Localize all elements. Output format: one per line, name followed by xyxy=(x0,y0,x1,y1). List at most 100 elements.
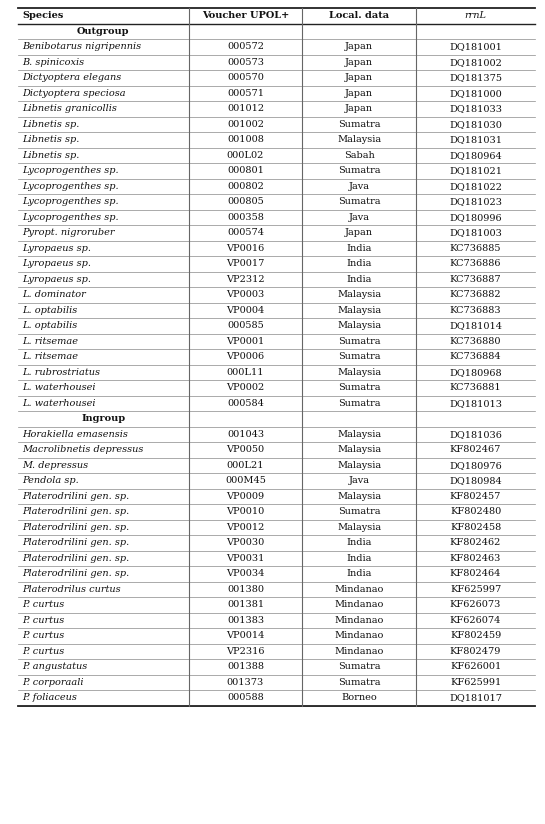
Text: Pyropt. nigroruber: Pyropt. nigroruber xyxy=(22,228,114,237)
Text: KF802463: KF802463 xyxy=(450,554,501,563)
Text: Java: Java xyxy=(349,213,370,222)
Text: VP0012: VP0012 xyxy=(226,522,265,531)
Text: India: India xyxy=(347,554,372,563)
Text: Borneo: Borneo xyxy=(341,693,377,702)
Text: DQ181036: DQ181036 xyxy=(449,430,502,438)
Text: VP0017: VP0017 xyxy=(226,260,265,269)
Text: Mindanao: Mindanao xyxy=(335,600,384,609)
Text: Horakiella emasensis: Horakiella emasensis xyxy=(22,430,128,438)
Text: DQ180996: DQ180996 xyxy=(449,213,502,222)
Text: Mindanao: Mindanao xyxy=(335,647,384,656)
Text: Dictyoptera elegans: Dictyoptera elegans xyxy=(22,73,121,82)
Text: DQ181022: DQ181022 xyxy=(449,182,502,190)
Text: KC736880: KC736880 xyxy=(450,337,501,346)
Text: 001008: 001008 xyxy=(227,135,264,144)
Text: VP0010: VP0010 xyxy=(226,508,265,517)
Text: Java: Java xyxy=(349,476,370,485)
Text: Malaysia: Malaysia xyxy=(337,492,382,501)
Text: L. dominator: L. dominator xyxy=(22,290,86,299)
Text: KC736885: KC736885 xyxy=(450,244,501,253)
Text: Libnetis sp.: Libnetis sp. xyxy=(22,151,80,160)
Text: L. ritsemae: L. ritsemae xyxy=(22,337,78,346)
Text: P. curtus: P. curtus xyxy=(22,616,64,625)
Text: Sumatra: Sumatra xyxy=(338,166,380,176)
Text: Sabah: Sabah xyxy=(344,151,374,160)
Text: Malaysia: Malaysia xyxy=(337,461,382,470)
Text: L. waterhousei: L. waterhousei xyxy=(22,383,95,392)
Text: VP0050: VP0050 xyxy=(226,445,264,454)
Text: Malaysia: Malaysia xyxy=(337,306,382,315)
Text: Lyropaeus sp.: Lyropaeus sp. xyxy=(22,260,91,269)
Text: KF802479: KF802479 xyxy=(450,647,501,656)
Text: VP0003: VP0003 xyxy=(226,290,265,299)
Text: Benibotarus nigripennis: Benibotarus nigripennis xyxy=(22,42,141,51)
Text: Pendola sp.: Pendola sp. xyxy=(22,476,78,485)
Text: VP0004: VP0004 xyxy=(226,306,265,315)
Text: Malaysia: Malaysia xyxy=(337,321,382,330)
Text: VP2312: VP2312 xyxy=(226,274,265,283)
Text: Voucher UPOL+: Voucher UPOL+ xyxy=(202,12,289,21)
Text: 001380: 001380 xyxy=(227,585,264,594)
Text: Lycoprogenthes sp.: Lycoprogenthes sp. xyxy=(22,166,119,176)
Text: P. curtus: P. curtus xyxy=(22,600,64,609)
Text: VP0031: VP0031 xyxy=(226,554,265,563)
Text: Sumatra: Sumatra xyxy=(338,662,380,672)
Text: Ingroup: Ingroup xyxy=(81,414,125,424)
Text: Java: Java xyxy=(349,182,370,190)
Text: rrnL: rrnL xyxy=(464,12,487,21)
Text: 000L21: 000L21 xyxy=(227,461,264,470)
Text: DQ181014: DQ181014 xyxy=(449,321,502,330)
Text: Platerodrilini gen. sp.: Platerodrilini gen. sp. xyxy=(22,492,129,501)
Text: Libnetis sp.: Libnetis sp. xyxy=(22,119,80,129)
Text: Macrolibnetis depressus: Macrolibnetis depressus xyxy=(22,445,143,454)
Text: Platerodrilini gen. sp.: Platerodrilini gen. sp. xyxy=(22,569,129,578)
Text: VP0034: VP0034 xyxy=(226,569,265,578)
Text: KF626074: KF626074 xyxy=(450,616,501,625)
Text: 000572: 000572 xyxy=(227,42,264,51)
Text: DQ181030: DQ181030 xyxy=(449,119,502,129)
Text: India: India xyxy=(347,538,372,547)
Text: India: India xyxy=(347,274,372,283)
Text: Mindanao: Mindanao xyxy=(335,585,384,594)
Text: India: India xyxy=(347,569,372,578)
Text: 000L02: 000L02 xyxy=(227,151,264,160)
Text: KF802462: KF802462 xyxy=(450,538,501,547)
Text: KF625991: KF625991 xyxy=(450,678,501,686)
Text: Sumatra: Sumatra xyxy=(338,399,380,408)
Text: Sumatra: Sumatra xyxy=(338,352,380,361)
Text: Local. data: Local. data xyxy=(329,12,389,21)
Text: KF802467: KF802467 xyxy=(450,445,501,454)
Text: KF802480: KF802480 xyxy=(450,508,501,517)
Text: KF802459: KF802459 xyxy=(450,631,501,640)
Text: Platerodrilus curtus: Platerodrilus curtus xyxy=(22,585,120,594)
Text: Japan: Japan xyxy=(345,42,373,51)
Text: KC736882: KC736882 xyxy=(450,290,501,299)
Text: Lycoprogenthes sp.: Lycoprogenthes sp. xyxy=(22,182,119,190)
Text: Lycoprogenthes sp.: Lycoprogenthes sp. xyxy=(22,213,119,222)
Text: 000805: 000805 xyxy=(227,197,264,206)
Text: 000573: 000573 xyxy=(227,58,264,67)
Text: KC736883: KC736883 xyxy=(450,306,501,315)
Text: 000M45: 000M45 xyxy=(225,476,266,485)
Text: Libnetis granicollis: Libnetis granicollis xyxy=(22,105,117,113)
Text: Sumatra: Sumatra xyxy=(338,508,380,517)
Text: 000358: 000358 xyxy=(227,213,264,222)
Text: Platerodrilini gen. sp.: Platerodrilini gen. sp. xyxy=(22,538,129,547)
Text: Sumatra: Sumatra xyxy=(338,337,380,346)
Text: DQ180968: DQ180968 xyxy=(449,368,502,377)
Text: P. curtus: P. curtus xyxy=(22,631,64,640)
Text: Japan: Japan xyxy=(345,73,373,82)
Text: VP0001: VP0001 xyxy=(226,337,265,346)
Text: L. waterhousei: L. waterhousei xyxy=(22,399,95,408)
Text: Platerodrilini gen. sp.: Platerodrilini gen. sp. xyxy=(22,554,129,563)
Text: DQ181031: DQ181031 xyxy=(449,135,502,144)
Text: Sumatra: Sumatra xyxy=(338,678,380,686)
Text: VP0014: VP0014 xyxy=(226,631,265,640)
Text: L. rubrostriatus: L. rubrostriatus xyxy=(22,368,100,377)
Text: Libnetis sp.: Libnetis sp. xyxy=(22,135,80,144)
Text: Sumatra: Sumatra xyxy=(338,383,380,392)
Text: P. corporaali: P. corporaali xyxy=(22,678,83,686)
Text: KC736887: KC736887 xyxy=(450,274,501,283)
Text: DQ181001: DQ181001 xyxy=(449,42,502,51)
Text: 001373: 001373 xyxy=(227,678,264,686)
